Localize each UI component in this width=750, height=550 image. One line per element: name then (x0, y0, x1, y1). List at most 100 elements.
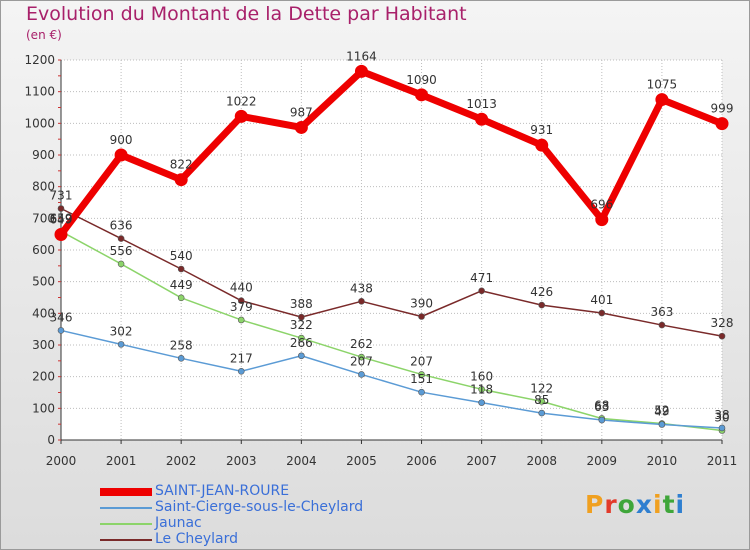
data-point-saint-cierge-sous-le-cheylard (117, 341, 125, 348)
data-label-saint-jean-roure: 1075 (647, 78, 678, 92)
data-label-saint-cierge-sous-le-cheylard: 63 (594, 400, 609, 414)
data-point-le-cheylard (538, 301, 546, 309)
data-point-le-cheylard (298, 313, 305, 321)
data-point-le-cheylard (658, 321, 666, 329)
y-tick-label: 400 (32, 306, 55, 320)
legend-item-saint-cierge: Saint-Cierge-sous-le-Cheylard (100, 499, 420, 517)
legend-label-saint-jean-roure: SAINT-JEAN-ROURE (155, 483, 290, 499)
data-point-saint-cierge-sous-le-cheylard (57, 327, 65, 334)
data-label-saint-jean-roure: 1090 (406, 73, 437, 87)
data-point-jaunac (237, 316, 245, 324)
y-tick-label: 1000 (24, 116, 55, 130)
data-label-jaunac: 379 (230, 300, 253, 314)
data-label-le-cheylard: 471 (470, 271, 493, 285)
data-label-saint-cierge-sous-le-cheylard: 258 (170, 338, 193, 352)
data-label-saint-cierge-sous-le-cheylard: 118 (470, 383, 493, 397)
data-point-le-cheylard (177, 265, 185, 273)
data-label-le-cheylard: 390 (410, 297, 433, 311)
data-point-jaunac (117, 260, 125, 268)
legend-swatch-jaunac (100, 523, 152, 525)
data-point-saint-cierge-sous-le-cheylard (598, 416, 606, 424)
y-tick-label: 700 (32, 211, 55, 225)
data-label-le-cheylard: 636 (110, 219, 133, 233)
data-point-jaunac (418, 371, 425, 378)
data-point-saint-cierge-sous-le-cheylard (418, 388, 425, 396)
x-tick-label: 2011 (707, 454, 738, 468)
data-point-saint-jean-roure (174, 173, 188, 187)
data-label-jaunac: 68 (594, 398, 609, 412)
data-point-saint-jean-roure (114, 148, 128, 162)
data-point-saint-cierge-sous-le-cheylard (718, 424, 726, 432)
data-point-saint-jean-roure (655, 93, 669, 107)
data-label-saint-cierge-sous-le-cheylard: 302 (110, 324, 133, 338)
data-point-saint-jean-roure (475, 112, 489, 126)
x-tick-label: 2000 (46, 454, 77, 468)
data-label-saint-jean-roure: 822 (170, 158, 193, 172)
y-tick-label: 200 (32, 370, 55, 384)
y-tick-label: 600 (32, 243, 55, 257)
y-tick-label: 800 (32, 180, 55, 194)
data-point-saint-jean-roure (234, 109, 248, 123)
series-line-saint-jean-roure (57, 67, 726, 238)
data-label-saint-jean-roure: 931 (530, 123, 553, 137)
data-label-le-cheylard: 438 (350, 281, 373, 295)
data-label-jaunac: 262 (350, 337, 373, 351)
x-tick-label: 2010 (647, 454, 678, 468)
data-label-saint-cierge-sous-le-cheylard: 217 (230, 351, 253, 365)
data-point-le-cheylard (418, 313, 425, 320)
legend-item-jaunac: Jaunac (100, 515, 420, 533)
data-label-saint-cierge-sous-le-cheylard: 85 (534, 393, 549, 407)
legend-label-jaunac: Jaunac (155, 515, 202, 531)
proxiti-logo: Proxiti (585, 490, 686, 519)
data-point-le-cheylard (718, 332, 726, 340)
data-label-saint-jean-roure: 999 (711, 102, 734, 116)
x-tick-label: 2003 (226, 454, 257, 468)
legend-swatch-le-cheylard (100, 539, 152, 541)
y-tick-label: 300 (32, 338, 55, 352)
data-point-saint-cierge-sous-le-cheylard (358, 371, 365, 378)
data-label-saint-jean-roure: 1022 (226, 94, 257, 108)
series-line-le-cheylard (60, 207, 723, 337)
data-point-jaunac (478, 386, 485, 393)
legend-swatch-saint-jean-roure (100, 488, 152, 496)
data-point-jaunac (358, 353, 365, 361)
data-label-jaunac: 122 (530, 381, 553, 395)
data-label-le-cheylard: 426 (530, 285, 553, 299)
y-tick-label: 0 (47, 433, 55, 447)
data-label-saint-jean-roure: 649 (50, 212, 73, 226)
data-point-saint-cierge-sous-le-cheylard (177, 354, 185, 362)
data-point-le-cheylard (598, 309, 606, 317)
data-label-saint-cierge-sous-le-cheylard: 49 (654, 404, 669, 418)
data-point-saint-jean-roure (595, 213, 609, 227)
data-label-saint-jean-roure: 900 (110, 133, 133, 147)
data-label-saint-cierge-sous-le-cheylard: 151 (410, 372, 433, 386)
data-label-jaunac: 556 (110, 244, 133, 258)
x-tick-label: 2006 (406, 454, 437, 468)
data-point-le-cheylard (57, 205, 65, 212)
data-point-le-cheylard (478, 287, 485, 295)
x-tick-label: 2008 (526, 454, 557, 468)
data-point-saint-jean-roure (354, 64, 368, 78)
y-tick-label: 900 (32, 148, 55, 162)
data-label-le-cheylard: 731 (50, 189, 73, 203)
data-point-saint-jean-roure (535, 138, 549, 152)
x-tick-label: 2002 (166, 454, 197, 468)
data-point-saint-cierge-sous-le-cheylard (478, 399, 485, 406)
legend-label-le-cheylard: Le Cheylard (155, 531, 239, 547)
data-label-saint-cierge-sous-le-cheylard: 38 (714, 408, 729, 422)
y-tick-label: 500 (32, 275, 55, 289)
data-point-saint-jean-roure (294, 120, 308, 134)
data-label-saint-jean-roure: 1013 (466, 97, 497, 111)
data-point-saint-cierge-sous-le-cheylard (658, 421, 666, 428)
data-point-saint-cierge-sous-le-cheylard (538, 409, 546, 417)
data-label-le-cheylard: 363 (650, 305, 673, 319)
data-point-saint-jean-roure (715, 117, 729, 131)
data-point-saint-cierge-sous-le-cheylard (237, 367, 245, 375)
data-label-saint-jean-roure: 1164 (346, 49, 377, 63)
legend-item-saint-jean-roure: SAINT-JEAN-ROURE (100, 483, 420, 501)
data-label-saint-jean-roure: 696 (590, 198, 613, 212)
data-label-le-cheylard: 440 (230, 281, 253, 295)
data-point-saint-jean-roure (415, 88, 429, 102)
x-tick-label: 2009 (587, 454, 618, 468)
